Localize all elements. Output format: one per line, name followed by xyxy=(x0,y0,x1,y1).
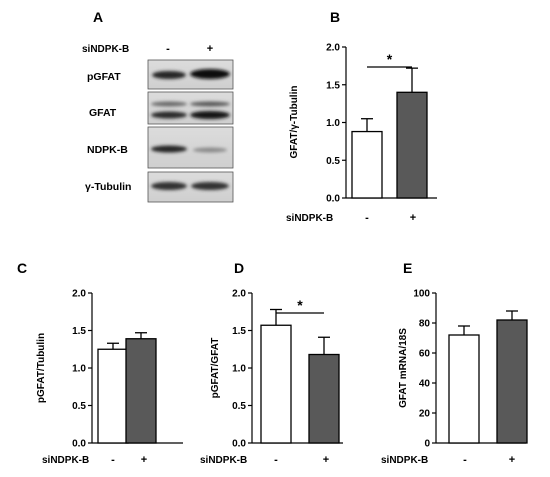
bar-c-plus xyxy=(125,338,157,444)
band-gfat-minus-upper xyxy=(151,101,187,107)
y-tick-label-b: 0.5 xyxy=(326,156,340,167)
band-gfat-plus-upper xyxy=(190,101,230,107)
condition-level-e: + xyxy=(509,454,515,466)
band-pgfat-minus xyxy=(152,71,186,79)
condition-level-c: + xyxy=(141,454,147,466)
condition-label-e: siNDPK-B xyxy=(381,455,428,466)
blot-strip-gfat xyxy=(147,91,234,125)
condition-level-b: - xyxy=(365,212,369,224)
y-tick-label-e: 100 xyxy=(413,289,430,300)
blot-label-ndpkb: NDPK-B xyxy=(87,144,128,156)
bar-b-plus xyxy=(396,91,428,199)
condition-level-b: + xyxy=(410,212,416,224)
y-axis-label-b: GFAT/γ-Tubulin xyxy=(289,86,300,159)
band-gfat-minus xyxy=(151,111,187,119)
y-tick-label-e: 40 xyxy=(419,379,431,390)
panel-d: D 0.0 0.5 1.0 1.5 2.0 pGFAT/GFAT siNDPK-B - + * xyxy=(200,260,343,466)
blot-row-gfat: GFAT xyxy=(89,91,234,125)
y-tick-label-e: 0 xyxy=(424,439,430,450)
band-tubulin-plus xyxy=(191,182,229,190)
panel-a: A siNDPK-B - + pGFAT GFAT NDPK xyxy=(82,9,234,203)
condition-level-d: + xyxy=(323,454,329,466)
band-ndpkb-plus xyxy=(193,147,227,153)
condition-level-d: - xyxy=(274,454,278,466)
y-tick-label-d: 1.5 xyxy=(232,326,246,337)
y-tick-label-c: 0.5 xyxy=(72,401,86,412)
bar-c-minus xyxy=(97,348,129,444)
panel-letter-a: A xyxy=(93,9,103,25)
panel-c: C 0.0 0.5 1.0 1.5 2.0 pGFAT/Tubulin siNDPK-B - + xyxy=(17,260,183,466)
blot-row-tubulin: γ-Tubulin xyxy=(85,171,234,203)
panel-letter-d: D xyxy=(234,260,244,276)
bar-e-minus xyxy=(448,334,480,444)
y-tick-label-d: 0.0 xyxy=(232,439,246,450)
y-axis-label-e: GFAT mRNA/18S xyxy=(398,328,409,408)
panel-letter-b: B xyxy=(330,9,340,25)
bar-d-plus xyxy=(308,353,340,444)
band-ndpkb-minus xyxy=(151,145,187,153)
y-axis-label-d: pGFAT/GFAT xyxy=(210,338,221,399)
y-tick-label-b: 1.5 xyxy=(326,80,340,91)
y-tick-label-e: 60 xyxy=(419,349,431,360)
blot-label-gfat: GFAT xyxy=(89,107,117,119)
y-tick-label-e: 20 xyxy=(419,409,431,420)
blot-row-ndpkb: NDPK-B xyxy=(87,126,234,169)
bar-e-plus xyxy=(496,319,528,444)
y-tick-label-d: 2.0 xyxy=(232,289,246,300)
y-axis-label-c: pGFAT/Tubulin xyxy=(36,333,47,403)
y-tick-label-b: 0.0 xyxy=(326,194,340,205)
blot-row-pgfat: pGFAT xyxy=(87,59,234,90)
condition-level-c: - xyxy=(111,454,115,466)
blot-level-plus: + xyxy=(207,43,213,55)
significance-star-d: * xyxy=(297,297,303,313)
y-tick-label-c: 1.0 xyxy=(72,364,86,375)
blot-label-pgfat: pGFAT xyxy=(87,71,121,83)
significance-star-b: * xyxy=(387,51,393,67)
condition-label-d: siNDPK-B xyxy=(200,455,247,466)
condition-level-e: - xyxy=(463,454,467,466)
blot-label-tubulin: γ-Tubulin xyxy=(85,181,131,193)
y-tick-label-d: 1.0 xyxy=(232,364,246,375)
condition-label-b: siNDPK-B xyxy=(286,213,333,224)
panel-e: E 0 20 40 60 80 100 GFAT mRNA/18S siNDPK-B - + xyxy=(381,260,528,466)
blot-condition-label: siNDPK-B xyxy=(82,44,129,55)
panel-letter-e: E xyxy=(403,260,412,276)
y-tick-label-c: 0.0 xyxy=(72,439,86,450)
bar-b-minus xyxy=(351,130,383,199)
y-tick-label-c: 2.0 xyxy=(72,289,86,300)
panel-b: B 0.0 0.5 1.0 1.5 2.0 GFAT/γ-Tubulin siNDPK-B - +… xyxy=(286,9,437,224)
y-tick-label-b: 1.0 xyxy=(326,118,340,129)
band-tubulin-minus xyxy=(151,182,187,190)
condition-label-c: siNDPK-B xyxy=(42,455,89,466)
y-tick-label-c: 1.5 xyxy=(72,326,86,337)
y-tick-label-e: 80 xyxy=(419,319,431,330)
bar-d-minus xyxy=(260,324,292,444)
panel-letter-c: C xyxy=(17,260,27,276)
blot-level-minus: - xyxy=(166,43,170,55)
band-gfat-plus xyxy=(190,111,230,119)
y-tick-label-b: 2.0 xyxy=(326,43,340,54)
y-tick-label-d: 0.5 xyxy=(232,401,246,412)
band-pgfat-plus xyxy=(190,69,230,79)
